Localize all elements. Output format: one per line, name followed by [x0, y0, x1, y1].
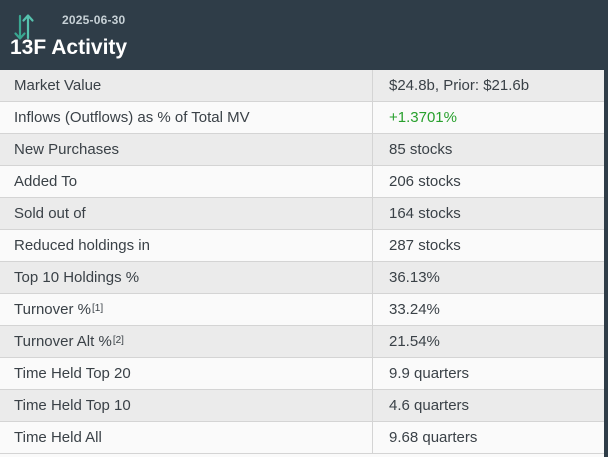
metric-label: Sold out of [0, 198, 373, 229]
metric-label: Turnover % [1] [0, 294, 373, 325]
table-row: New Purchases 85 stocks [0, 134, 604, 166]
metric-label: Time Held All [0, 422, 373, 453]
table-row: Top 10 Holdings % 36.13% [0, 262, 604, 294]
report-date: 2025-06-30 [62, 13, 126, 27]
metric-value: 85 stocks [389, 141, 453, 158]
table-row: Inflows (Outflows) as % of Total MV +1.3… [0, 102, 604, 134]
metric-value: 9.68 quarters [389, 429, 478, 446]
table-row: Reduced holdings in 287 stocks [0, 230, 604, 262]
metric-label: Reduced holdings in [0, 230, 373, 261]
metric-value: 21.54% [389, 333, 440, 350]
metric-value: $24.8b, Prior: $21.6b [389, 77, 530, 94]
table-row: Time Held Top 10 4.6 quarters [0, 390, 604, 422]
metric-value: 36.13% [389, 269, 440, 286]
table-row: Turnover Alt % [2] 21.54% [0, 326, 604, 358]
metric-label: Time Held Top 10 [0, 390, 373, 421]
page-title: 13F Activity [10, 36, 128, 59]
metric-label-text: Turnover Alt % [14, 333, 112, 350]
table-row: Market Value $24.8b, Prior: $21.6b [0, 70, 604, 102]
table-row: Sold out of 164 stocks [0, 198, 604, 230]
swap-vertical-arrows-icon[interactable] [13, 10, 35, 44]
metric-label: New Purchases [0, 134, 373, 165]
metric-value: 9.9 quarters [389, 365, 470, 382]
metric-label: Added To [0, 166, 373, 197]
table-row: Time Held All 9.68 quarters [0, 422, 604, 454]
metric-label: Turnover Alt % [2] [0, 326, 373, 357]
metric-value: +1.3701% [389, 109, 457, 126]
table-row: Time Held Top 20 9.9 quarters [0, 358, 604, 390]
metric-label: Top 10 Holdings % [0, 262, 373, 293]
metric-value: 33.24% [389, 301, 440, 318]
metric-label: Inflows (Outflows) as % of Total MV [0, 102, 373, 133]
metric-label-text: Turnover % [14, 301, 91, 318]
metric-label: Market Value [0, 70, 373, 101]
metric-label: Time Held Top 20 [0, 358, 373, 389]
footnote-marker: [1] [91, 302, 104, 314]
metric-value: 206 stocks [389, 173, 461, 190]
table-row: Turnover % [1] 33.24% [0, 294, 604, 326]
table-row: Added To 206 stocks [0, 166, 604, 198]
metrics-table: Market Value $24.8b, Prior: $21.6b Inflo… [0, 70, 604, 457]
page-background-edge [604, 70, 608, 457]
metric-value: 4.6 quarters [389, 397, 470, 414]
metric-value: 164 stocks [389, 205, 461, 222]
metric-value: 287 stocks [389, 237, 461, 254]
footnote-marker: [2] [112, 334, 124, 346]
section-header: 2025-06-30 13F Activity [0, 0, 608, 70]
